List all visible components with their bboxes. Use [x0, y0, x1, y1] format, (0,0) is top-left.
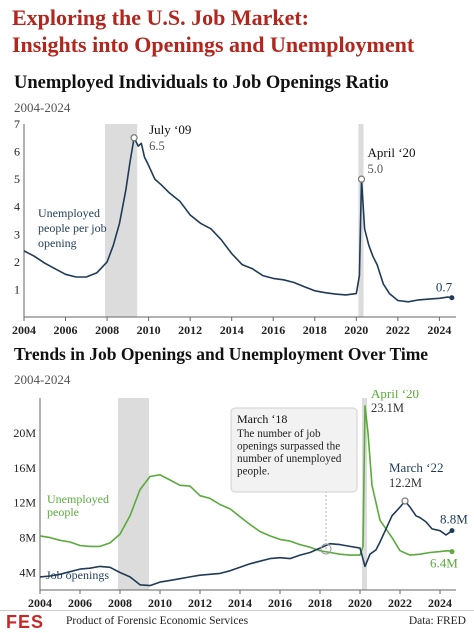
y-tick-label: 2 — [14, 255, 20, 269]
end-marker — [449, 528, 455, 534]
x-tick-label: 2004 — [12, 323, 36, 337]
x-tick-label: 2018 — [308, 596, 332, 610]
series-line-0 — [23, 137, 452, 303]
chart1-title: Unemployed Individuals to Job Openings R… — [14, 73, 389, 93]
callout-text-line: number of unemployed — [237, 453, 342, 465]
peak-marker — [401, 497, 409, 505]
footer: FES Product of Forensic Economic Service… — [0, 610, 474, 633]
y-tick-label: 4 — [14, 200, 20, 214]
unemployed-series-label: people — [47, 505, 79, 519]
page-title: Exploring the U.S. Job Market: Insights … — [12, 4, 470, 58]
y-tick-label: 6 — [14, 145, 20, 159]
y-tick-label: 3 — [14, 227, 20, 241]
unemployed-series-label: Unemployed — [47, 492, 109, 506]
callout-text-line: people. — [237, 466, 270, 478]
y-tick-label: 20M — [13, 426, 36, 440]
footer-source: Data: FRED — [408, 615, 466, 627]
y-tick-label: 12M — [13, 496, 36, 510]
x-tick-label: 2024 — [427, 323, 451, 337]
annotation-value: 6.5 — [149, 139, 165, 153]
x-tick-label: 2010 — [137, 323, 161, 337]
chart2-title: Trends in Job Openings and Unemployment … — [14, 344, 429, 364]
annotation-value: 5.0 — [368, 162, 384, 176]
annotation-label: April ‘20 — [371, 390, 419, 401]
callout-text-line: openings surpassed the — [237, 441, 340, 453]
series-label-line: people per job — [38, 221, 107, 235]
end-value: 8.8M — [440, 512, 468, 527]
x-tick-label: 2022 — [388, 596, 412, 610]
recession-band-0 — [105, 124, 138, 317]
x-tick-label: 2006 — [54, 323, 78, 337]
x-tick-label: 2012 — [178, 323, 202, 337]
series-label-line: opening — [38, 236, 77, 250]
y-tick-label: 4M — [19, 566, 36, 580]
footer-org: Product of Forensic Economic Services — [66, 615, 249, 627]
end-marker — [449, 549, 455, 555]
x-tick-label: 2012 — [188, 596, 212, 610]
end-value: 0.7 — [436, 280, 453, 295]
trends-chart: 4M 8M 12M 16M 20M 2004 2006 2008 2010 2012 2014 201… — [13, 390, 468, 610]
end-value: 6.4M — [430, 556, 458, 571]
annotation-label: March ‘22 — [389, 460, 444, 475]
x-tick-label: 2020 — [344, 323, 368, 337]
openings-series-label: Job openings — [46, 568, 109, 582]
ratio-chart: 1 2 3 4 5 6 7 2004 2006 2008 2010 2012 2014 2016 2018 2… — [12, 117, 456, 337]
annotation-value: 23.1M — [371, 401, 404, 415]
chart2-subtitle: 2004-2024 — [14, 372, 71, 387]
callout-text-line: The number of job — [237, 428, 321, 440]
callout-title: March ‘18 — [237, 412, 287, 426]
y-tick-label: 7 — [14, 117, 20, 131]
y-tick-label: 16M — [13, 461, 36, 475]
y-tick-label: 8M — [19, 531, 36, 545]
x-tick-label: 2014 — [220, 323, 244, 337]
page-title-line1: Exploring the U.S. Job Market: — [12, 5, 309, 30]
x-tick-label: 2004 — [28, 596, 52, 610]
peak-marker — [130, 134, 138, 142]
annotation-label: July ‘09 — [149, 122, 191, 137]
end-marker — [449, 295, 455, 301]
x-tick-label: 2020 — [348, 596, 372, 610]
x-tick-label: 2008 — [95, 323, 119, 337]
x-tick-label: 2006 — [68, 596, 92, 610]
y-tick-label: 1 — [14, 282, 20, 296]
x-tick-label: 2014 — [228, 596, 252, 610]
annotation-label: April ‘20 — [368, 145, 416, 160]
crossover-marker — [320, 543, 332, 555]
peak-marker — [357, 175, 366, 183]
series-line-0 — [39, 405, 453, 556]
x-tick-label: 2018 — [303, 323, 327, 337]
annotation-value: 12.2M — [389, 476, 422, 490]
recession-band-0 — [118, 398, 149, 590]
series-label-line: Unemployed — [38, 206, 100, 220]
x-tick-label: 2024 — [428, 596, 452, 610]
x-tick-label: 2022 — [386, 323, 410, 337]
x-tick-label: 2016 — [261, 323, 285, 337]
x-tick-label: 2016 — [268, 596, 292, 610]
page-title-line2: Insights into Openings and Unemployment — [12, 32, 415, 57]
x-tick-label: 2010 — [148, 596, 172, 610]
chart1-subtitle: 2004-2024 — [14, 100, 71, 115]
fes-logo: FES — [6, 612, 45, 632]
callout-box — [230, 407, 358, 493]
y-tick-label: 5 — [14, 172, 20, 186]
x-tick-label: 2008 — [108, 596, 132, 610]
